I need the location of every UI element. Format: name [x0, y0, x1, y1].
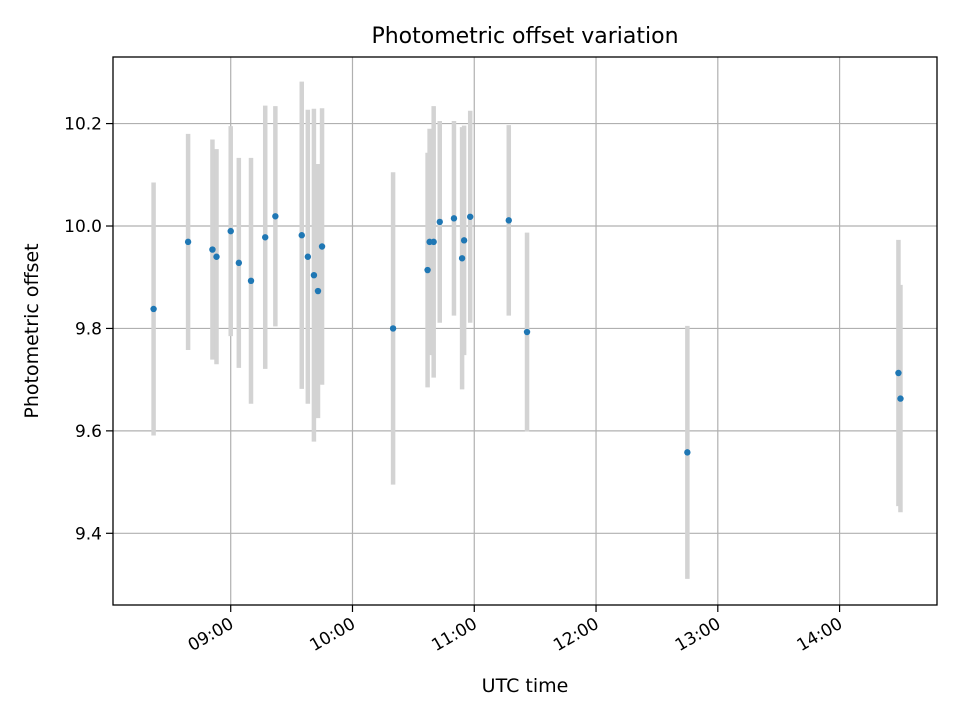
- data-point: [262, 234, 269, 241]
- data-point: [460, 237, 468, 244]
- data-point: [184, 238, 192, 246]
- data-point: [209, 246, 216, 253]
- data-point: [247, 277, 255, 285]
- data-point: [318, 243, 326, 250]
- data-point: [314, 287, 322, 295]
- data-point: [272, 213, 279, 220]
- plot-frame: [112, 56, 938, 606]
- data-points: [150, 213, 904, 456]
- y-axis-label: Photometric offset: [21, 243, 43, 418]
- x-tick-label: 09:00: [185, 614, 237, 656]
- x-tick-label: 12:00: [550, 614, 602, 656]
- x-axis-ticks: 09:00 10:00 11:00 12:00 13:00 14:00: [185, 605, 846, 656]
- data-point: [430, 238, 437, 246]
- y-tick-label: 10.0: [64, 217, 102, 237]
- data-point: [235, 259, 243, 267]
- data-point: [310, 271, 318, 279]
- data-point: [467, 213, 474, 220]
- data-point: [213, 253, 220, 260]
- data-point: [684, 449, 691, 456]
- y-tick-label: 9.4: [75, 524, 102, 544]
- data-point: [523, 328, 531, 336]
- y-tick-label: 9.6: [75, 422, 102, 442]
- x-tick-label: 10:00: [307, 614, 359, 656]
- y-tick-label: 10.2: [64, 115, 102, 135]
- x-tick-label: 14:00: [794, 614, 846, 656]
- data-point: [424, 266, 431, 274]
- data-point: [298, 232, 305, 239]
- data-point: [436, 218, 443, 226]
- data-point: [227, 227, 234, 235]
- chart-title: Photometric offset variation: [371, 24, 678, 49]
- x-tick-label: 11:00: [428, 614, 480, 656]
- y-axis-ticks: 9.4 9.6 9.8 10.0 10.2: [64, 115, 113, 544]
- data-point: [458, 255, 466, 262]
- data-point: [389, 325, 397, 332]
- data-point: [304, 253, 312, 260]
- data-point: [895, 369, 902, 377]
- data-point: [150, 305, 157, 313]
- y-tick-label: 9.8: [75, 319, 102, 339]
- data-point: [897, 395, 904, 402]
- x-tick-label: 13:00: [672, 614, 724, 656]
- data-point: [450, 215, 458, 222]
- data-point: [505, 217, 512, 224]
- x-axis-label: UTC time: [482, 675, 569, 697]
